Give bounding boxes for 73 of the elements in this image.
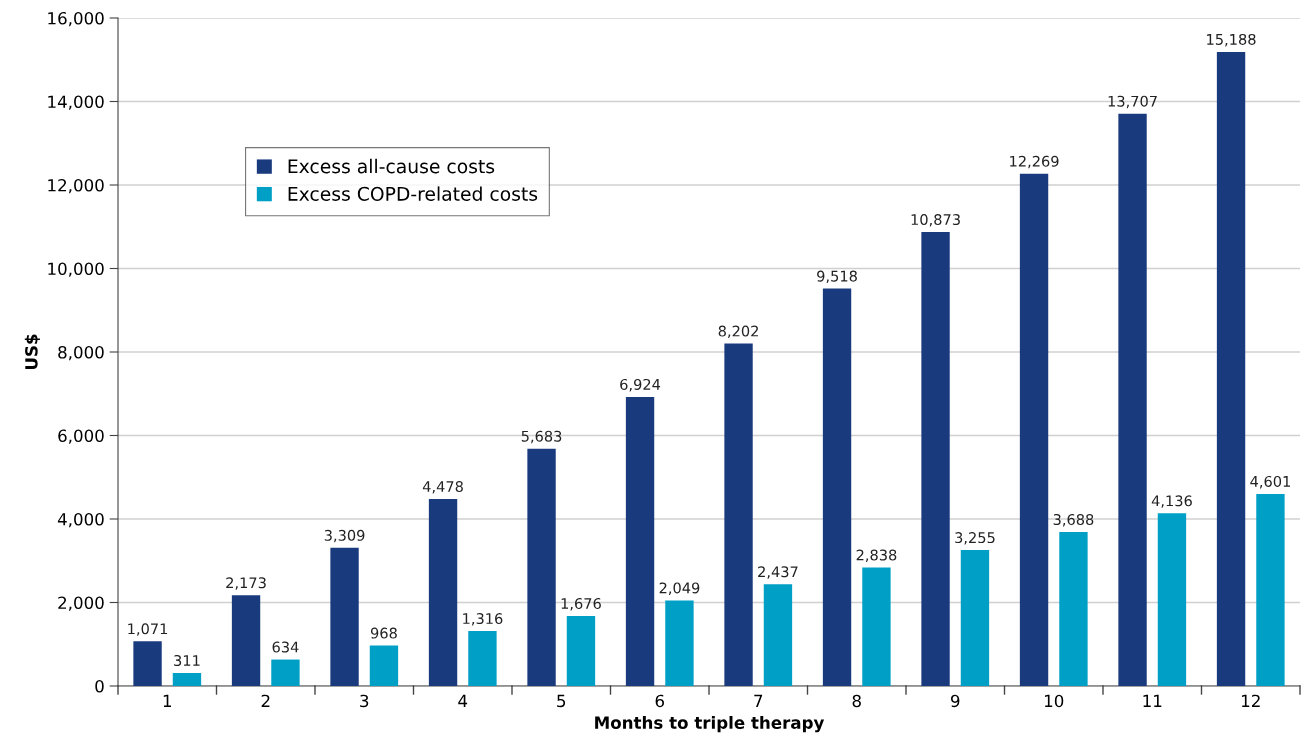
bar bbox=[172, 673, 202, 686]
bar bbox=[468, 631, 497, 686]
bar bbox=[566, 616, 596, 686]
bar bbox=[133, 641, 162, 686]
x-tick-label: 11 bbox=[1143, 694, 1162, 707]
data-label: 3,255 bbox=[955, 532, 995, 545]
x-axis-title: Months to triple therapy bbox=[595, 716, 825, 733]
bar bbox=[665, 600, 694, 686]
bar bbox=[1118, 113, 1147, 686]
bar bbox=[921, 232, 950, 686]
bar bbox=[231, 595, 261, 686]
y-tick-label: 8,000 bbox=[58, 345, 104, 361]
data-label: 13,707 bbox=[1108, 95, 1157, 109]
bar bbox=[862, 567, 891, 686]
bar bbox=[724, 343, 753, 686]
data-label: 968 bbox=[370, 627, 397, 639]
data-label: 4,136 bbox=[1151, 495, 1192, 508]
bar bbox=[1216, 51, 1246, 686]
x-tick-label: 9 bbox=[951, 694, 960, 708]
data-label: 15,188 bbox=[1207, 33, 1256, 47]
data-label: 2,173 bbox=[226, 577, 266, 590]
y-axis-title: US$ bbox=[24, 334, 40, 370]
bar bbox=[330, 547, 359, 686]
x-tick-label: 3 bbox=[360, 694, 369, 708]
data-label: 2,049 bbox=[659, 582, 700, 595]
y-tick-label: 16,000 bbox=[48, 11, 104, 27]
x-tick-label: 8 bbox=[852, 694, 861, 708]
x-tick-label: 1 bbox=[163, 694, 172, 707]
data-label: 1,316 bbox=[463, 613, 503, 626]
data-label: 5,683 bbox=[521, 430, 562, 444]
bar bbox=[763, 584, 793, 686]
y-tick-label: 6,000 bbox=[58, 429, 104, 444]
x-tick-label: 12 bbox=[1241, 694, 1260, 707]
x-tick-label: 5 bbox=[557, 694, 566, 708]
bar bbox=[527, 448, 556, 686]
y-tick-label: 2,000 bbox=[58, 596, 104, 611]
bar bbox=[369, 645, 399, 686]
x-tick-label: 10 bbox=[1044, 694, 1064, 708]
data-label: 4,601 bbox=[1250, 475, 1290, 489]
y-tick-label: 10,000 bbox=[48, 262, 104, 277]
data-label: 4,478 bbox=[422, 481, 463, 494]
data-label: 3,309 bbox=[324, 529, 365, 543]
data-label: 9,518 bbox=[817, 270, 857, 284]
bar bbox=[822, 288, 852, 686]
data-label: 3,688 bbox=[1053, 514, 1094, 527]
data-label: 10,873 bbox=[911, 214, 960, 227]
bar bbox=[1256, 493, 1285, 686]
data-label: 634 bbox=[272, 641, 299, 653]
y-tick-label: 12,000 bbox=[48, 178, 104, 194]
data-label: 8,202 bbox=[718, 325, 758, 339]
data-label: 2,437 bbox=[758, 566, 798, 579]
y-tick-label: 14,000 bbox=[48, 95, 104, 110]
data-label: 6,924 bbox=[620, 378, 661, 392]
data-label: 311 bbox=[174, 654, 200, 667]
bar bbox=[1019, 173, 1049, 686]
x-tick-label: 4 bbox=[458, 694, 468, 707]
bar bbox=[960, 550, 990, 686]
y-tick-label: 4,000 bbox=[57, 512, 104, 528]
x-tick-label: 6 bbox=[655, 694, 664, 708]
bar bbox=[625, 396, 655, 686]
bar bbox=[271, 659, 300, 686]
data-label: 1,676 bbox=[561, 598, 601, 611]
x-tick-label: 7 bbox=[754, 694, 763, 707]
bar bbox=[1059, 532, 1088, 686]
bar bbox=[428, 499, 458, 686]
data-label: 2,838 bbox=[856, 549, 897, 563]
bar bbox=[1157, 513, 1187, 686]
data-label: 1,071 bbox=[128, 623, 168, 636]
legend-label: Excess all-cause costs bbox=[288, 158, 495, 174]
x-tick-label: 2 bbox=[261, 694, 270, 707]
y-tick-label: 0 bbox=[95, 679, 104, 693]
data-label: 12,269 bbox=[1010, 155, 1059, 169]
legend-label: Excess COPD-related costs bbox=[288, 186, 538, 201]
